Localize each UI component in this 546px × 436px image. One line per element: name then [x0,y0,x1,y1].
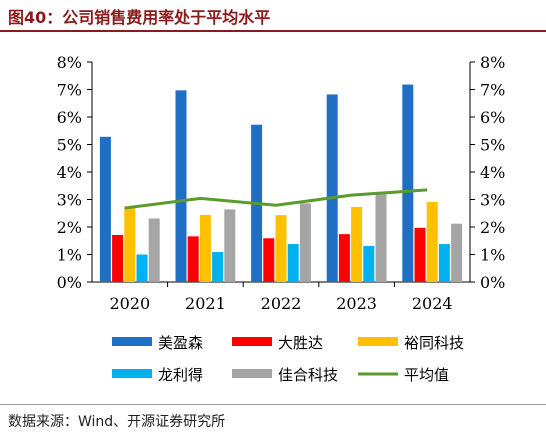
y-tick-label-right: 7% [480,81,505,100]
bar [199,214,211,282]
y-tick-label-right: 1% [480,246,505,265]
y-tick-label-left: 7% [57,81,82,100]
bar [224,209,236,282]
bar [175,90,187,282]
y-tick-label-right: 0% [480,273,505,292]
x-tick-label: 2023 [336,294,377,313]
legend-label: 美盈森 [158,334,203,352]
chart-title: 图40：公司销售费用率处于平均水平 [8,8,271,27]
legend-swatch [232,337,272,346]
bar [275,215,287,282]
bar [124,206,136,282]
bar [148,218,160,282]
y-tick-label-left: 2% [57,218,82,237]
legend-swatch [358,337,398,346]
y-tick-label-left: 6% [57,108,82,127]
legend-swatch [112,337,152,346]
y-tick-label-left: 3% [57,191,82,210]
y-tick-label-right: 2% [480,218,505,237]
chart-canvas: 0% 0% 1% 1% 2% 2% 3% 3% 4% 4% 5% 5% 6% 6% 7% 7% 8% 8% 2020… [57,53,506,384]
bar [338,234,350,282]
bar [351,206,363,282]
y-tick-label-left: 0% [57,273,82,292]
legend-label: 大胜达 [278,334,323,352]
legend-label: 佳合科技 [278,366,338,384]
bar [287,244,299,282]
bar [187,236,199,282]
legend-label: 裕同科技 [404,334,464,352]
y-tick-label-right: 6% [480,108,505,127]
bar [426,201,438,282]
y-tick-label-right: 5% [480,136,505,155]
bar [451,223,463,282]
source-note: 数据来源：Wind、开源证券研究所 [8,414,226,430]
y-tick-label-left: 8% [57,53,82,72]
bar [363,245,375,282]
y-tick-label-right: 8% [480,53,505,72]
y-tick-label-left: 4% [57,163,82,182]
y-tick-label-left: 1% [57,246,82,265]
bar [402,84,414,282]
bar [375,193,387,282]
y-tick-label-right: 3% [480,191,505,210]
x-tick-label: 2020 [109,294,150,313]
bar [112,234,124,282]
title-underline [0,30,546,32]
bar [263,238,275,282]
bar [136,254,148,282]
legend-label: 龙利得 [158,366,203,384]
y-tick-label-left: 5% [57,136,82,155]
bar [212,252,224,282]
series-line-average [124,188,428,210]
x-tick-label: 2024 [412,294,453,313]
legend-swatch [232,369,272,378]
bar [99,136,111,282]
bar [326,94,338,282]
source-divider [0,404,546,405]
y-tick-label-right: 4% [480,163,505,182]
bar [438,244,450,282]
legend-swatch [112,369,152,378]
legend-label: 平均值 [404,366,449,384]
x-tick-label: 2022 [261,294,302,313]
bar [299,203,311,282]
x-tick-label: 2021 [185,294,226,313]
bar [414,227,426,282]
